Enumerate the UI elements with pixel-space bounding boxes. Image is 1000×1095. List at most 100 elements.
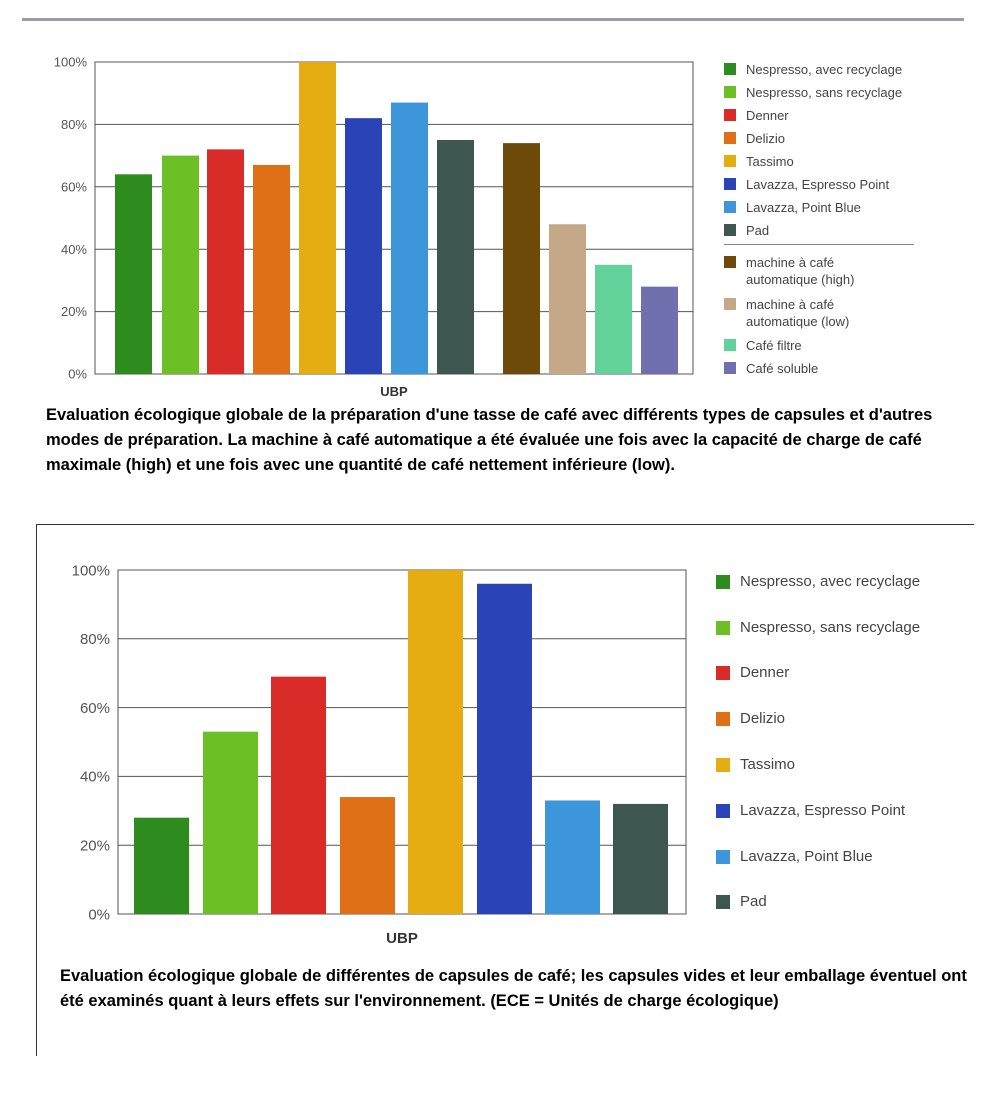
bar-delizio [340,797,395,914]
y-tick-label: 40% [61,242,87,257]
bar-lavazza-point-blue [391,102,428,374]
y-tick-label: 60% [61,179,87,194]
bar-denner [271,676,326,914]
legend-label: Nespresso, avec recyclage [746,62,903,77]
legend-label: machine à café automatique (high) [746,255,855,287]
legend-swatch [716,621,730,635]
legend-label: Nespresso, sans recyclage [740,619,921,636]
legend-label: Lavazza, Point Blue [740,848,873,865]
legend-item-machine-a-cafe-automatique-high: machine à café automatique (high) [724,254,906,288]
plot-frame [117,569,687,915]
legend-item-pad: Pad [724,222,946,239]
legend-item-pad: Pad [716,892,767,912]
legend-item-delizio: Delizio [724,130,946,147]
legend-swatch [724,86,736,98]
legend-swatch [716,712,730,726]
legend-item-lavazza-espresso-point: Lavazza, Espresso Point [716,801,905,821]
legend-swatch [716,804,730,818]
y-tick-label: 60% [80,700,110,717]
legend-item-delizio: Delizio [716,709,785,729]
legend-item-machine-a-cafe-automatique-low: machine à café automatique (low) [724,296,906,330]
bar-lavazza-espresso-point [477,583,532,914]
bar-machine-a-cafe-automatique-high [503,143,540,374]
legend-label: Tassimo [746,154,794,169]
legend-swatch [724,109,736,121]
legend-label: Nespresso, sans recyclage [746,85,903,100]
bar-pad [613,803,668,914]
legend-label: Denner [740,664,790,681]
bar-pad [437,140,474,374]
bar-tassimo [408,570,463,914]
legend-swatch [724,224,736,236]
legend-item-nespresso-sans-recyclage: Nespresso, sans recyclage [716,618,920,638]
bar-delizio [253,164,290,374]
legend-item-denner: Denner [724,107,946,124]
legend-swatch [716,575,730,589]
bar-denner [207,149,244,374]
legend-item-lavazza-point-blue: Lavazza, Point Blue [724,199,946,216]
legend-swatch [724,298,736,310]
bar-lavazza-espresso-point [345,118,382,374]
legend-swatch [724,339,736,351]
legend-item-nespresso-avec-recyclage: Nespresso, avec recyclage [724,61,946,78]
legend-swatch [724,201,736,213]
y-tick-label: 40% [80,769,110,786]
bar-cafe-filtre [595,264,632,374]
top-divider [22,18,964,21]
legend-item-denner: Denner [716,663,789,683]
legend-swatch [716,666,730,680]
chart-2: 0% 20% 40% 60% 80% 100% UBP [72,562,687,947]
y-tick-label: 100% [54,55,88,70]
legend-swatch [724,362,736,374]
legend-swatch [716,895,730,909]
bar-lavazza-point-blue [545,800,600,914]
bar-tassimo [299,62,336,374]
y-tick-label: 100% [72,562,110,579]
y-tick-label: 80% [61,117,87,132]
legend-item-nespresso-avec-recyclage: Nespresso, avec recyclage [716,572,920,592]
bar-nespresso-sans-recyclage [203,731,258,914]
legend-swatch [716,850,730,864]
bar-cafe-soluble [641,286,678,374]
legend-label: Lavazza, Espresso Point [746,177,890,192]
legend-item-cafe-filtre: Café filtre [724,337,946,354]
legend-item-lavazza-point-blue: Lavazza, Point Blue [716,847,873,867]
bar-machine-a-cafe-automatique-low [549,224,586,374]
legend-swatch [724,63,736,75]
legend-swatch [724,132,736,144]
bar-nespresso-avec-recyclage [115,174,152,374]
x-axis-label: UBP [386,930,418,947]
legend-item-tassimo: Tassimo [716,755,795,775]
legend-divider [724,244,914,245]
legend-label: Pad [740,893,767,910]
panel-border-top [36,524,974,525]
legend-item-lavazza-espresso-point: Lavazza, Espresso Point [724,176,946,193]
legend-label: Delizio [746,131,786,146]
chart-2-caption: Evaluation écologique globale de différe… [60,967,967,1010]
legend-label: Nespresso, avec recyclage [740,573,921,590]
legend-label: Café filtre [746,338,802,353]
legend-swatch [716,758,730,772]
legend-label: Pad [746,223,770,238]
legend-label: machine à café automatique (low) [746,297,850,329]
legend-label: Café soluble [746,361,819,376]
y-tick-label: 20% [61,304,87,319]
chart-1: 0% 20% 40% 60% 80% 100% UBP [54,55,694,399]
bar-nespresso-sans-recyclage [162,155,199,374]
chart-1-caption: Evaluation écologique globale de la prép… [46,406,933,474]
panel-border-left [36,524,37,1056]
y-tick-label: 0% [88,906,110,923]
legend-item-nespresso-sans-recyclage: Nespresso, sans recyclage [724,84,946,101]
legend-item-tassimo: Tassimo [724,153,946,170]
y-tick-label: 0% [68,367,87,382]
y-tick-label: 80% [80,631,110,648]
legend-swatch [724,155,736,167]
legend-swatch [724,256,736,268]
bar-nespresso-avec-recyclage [134,817,189,914]
y-tick-label: 20% [80,837,110,854]
legend-label: Tassimo [740,756,796,773]
legend-label: Lavazza, Point Blue [746,200,861,215]
legend-swatch [724,178,736,190]
legend-label: Denner [746,108,789,123]
legend-label: Lavazza, Espresso Point [740,802,906,819]
